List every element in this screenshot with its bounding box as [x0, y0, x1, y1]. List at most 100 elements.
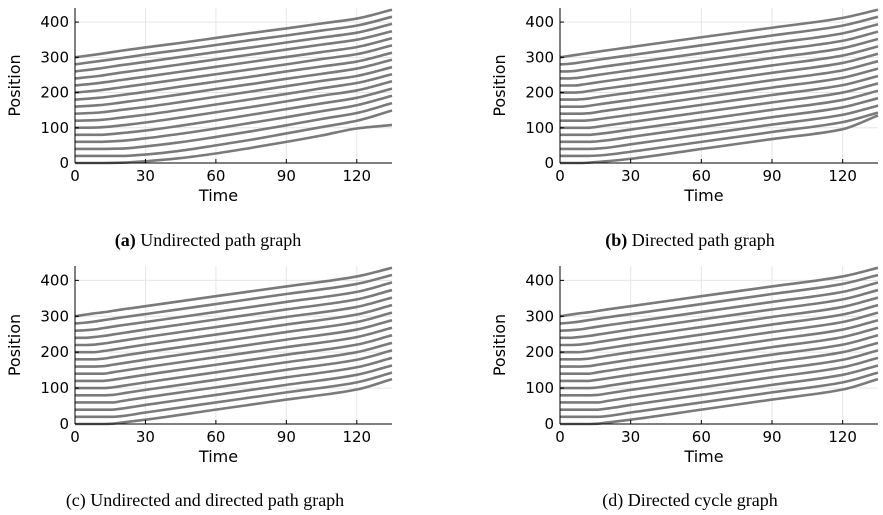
caption-title: Undirected path graph — [136, 230, 301, 250]
panel-caption: (a) Undirected path graph — [115, 230, 301, 251]
series-line-6 — [560, 303, 879, 354]
series-line-5 — [559, 296, 879, 347]
caption-panel-label: (b) — [605, 230, 627, 251]
chart-panel-1: 0 30 60 90 120 0 100 200 300 400 Time Position (a) U… — [5, 8, 393, 251]
caption-title: Directed cycle graph — [623, 490, 777, 510]
x-axis-label: Time — [683, 186, 723, 205]
x-tick-label: 30 — [621, 428, 640, 446]
x-tick-label: 90 — [762, 167, 781, 185]
series-line-13 — [74, 94, 393, 144]
series-line-9 — [74, 326, 393, 376]
panel-caption: (c) Undirected and directed path graph — [66, 490, 344, 511]
series-line-13 — [560, 356, 879, 404]
y-tick-label: 0 — [59, 415, 69, 433]
y-tick-label: 400 — [40, 271, 69, 289]
series-line-1 — [74, 266, 393, 318]
x-tick-label: 120 — [342, 167, 371, 185]
x-tick-label: 30 — [136, 428, 155, 446]
y-tick-label: 200 — [525, 343, 554, 361]
panel-caption: (d) Directed cycle graph — [602, 490, 777, 511]
y-axis-label: Position — [5, 314, 24, 376]
series-line-14 — [75, 101, 393, 151]
series-lines — [559, 8, 879, 165]
series-line-5 — [74, 296, 393, 347]
y-tick-label: 200 — [525, 84, 554, 102]
x-tick-label: 120 — [342, 428, 371, 446]
x-tick-label: 60 — [206, 428, 225, 446]
chart-panel-3: 0 30 60 90 120 0 100 200 300 400 Time Position (c) U… — [5, 266, 393, 511]
caption-panel-label: (c) — [66, 490, 86, 511]
series-line-2 — [559, 15, 879, 66]
series-line-4 — [74, 29, 393, 80]
series-line-6 — [74, 44, 393, 94]
y-tick-label: 300 — [525, 48, 554, 66]
series-line-8 — [560, 318, 879, 368]
series-line-12 — [74, 349, 393, 397]
y-tick-label: 300 — [40, 307, 69, 325]
series-line-1 — [74, 8, 393, 59]
y-tick-label: 0 — [544, 415, 554, 433]
series-line-15 — [560, 371, 879, 419]
x-tick-label: 60 — [692, 167, 711, 185]
y-tick-label: 0 — [59, 154, 69, 172]
series-line-8 — [75, 318, 393, 368]
series-line-11 — [559, 341, 879, 390]
series-line-15 — [75, 109, 393, 158]
series-line-7 — [559, 52, 879, 101]
series-line-7 — [560, 311, 879, 361]
y-tick-label: 100 — [40, 379, 69, 397]
y-tick-label: 100 — [525, 379, 554, 397]
x-tick-label: 60 — [206, 167, 225, 185]
series-line-10 — [559, 74, 879, 123]
caption-title: Undirected and directed path graph — [86, 490, 344, 510]
series-line-6 — [559, 45, 879, 94]
y-axis-label: Position — [5, 54, 24, 116]
series-lines — [74, 8, 393, 165]
x-tick-label: 30 — [136, 167, 155, 185]
caption-title: Directed path graph — [627, 230, 774, 250]
panel-caption: (b) Directed path graph — [605, 230, 774, 251]
y-tick-label: 200 — [40, 84, 69, 102]
series-line-11 — [74, 341, 393, 390]
series-line-1 — [559, 8, 879, 59]
series-line-9 — [74, 65, 393, 115]
series-line-4 — [75, 288, 393, 340]
x-tick-label: 90 — [277, 167, 296, 185]
x-tick-label: 90 — [762, 428, 781, 446]
series-line-13 — [559, 96, 879, 144]
series-line-7 — [75, 311, 393, 361]
x-tick-label: 90 — [277, 428, 296, 446]
y-axis-label: Position — [490, 314, 509, 376]
series-line-11 — [559, 82, 879, 130]
y-tick-label: 0 — [544, 154, 554, 172]
series-line-7 — [74, 51, 393, 101]
x-tick-label: 0 — [70, 428, 80, 446]
series-line-14 — [560, 104, 879, 151]
y-tick-label: 400 — [525, 271, 554, 289]
y-tick-label: 300 — [525, 307, 554, 325]
x-tick-label: 30 — [621, 167, 640, 185]
y-tick-label: 400 — [525, 13, 554, 31]
series-line-6 — [75, 303, 393, 354]
y-axis-label: Position — [490, 54, 509, 116]
x-tick-label: 0 — [555, 428, 565, 446]
x-tick-label: 120 — [828, 167, 857, 185]
series-line-10 — [560, 334, 879, 383]
series-lines — [74, 266, 393, 426]
series-line-9 — [559, 326, 879, 376]
series-line-15 — [75, 371, 393, 419]
x-tick-label: 120 — [828, 428, 857, 446]
series-line-12 — [75, 87, 393, 137]
series-line-4 — [560, 288, 879, 340]
x-tick-label: 0 — [70, 167, 80, 185]
series-line-15 — [560, 111, 879, 158]
series-line-8 — [560, 59, 879, 108]
series-line-3 — [74, 22, 393, 73]
series-line-10 — [74, 72, 393, 123]
series-line-14 — [75, 364, 393, 411]
x-axis-label: Time — [198, 447, 238, 466]
series-line-8 — [74, 58, 393, 108]
x-axis-label: Time — [198, 186, 238, 205]
series-line-12 — [560, 89, 879, 137]
